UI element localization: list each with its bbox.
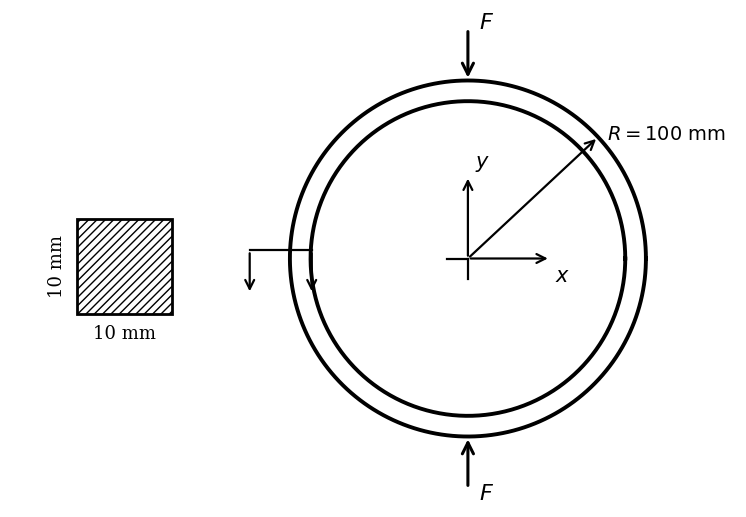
Text: 10 mm: 10 mm [48, 235, 66, 298]
Text: $y$: $y$ [475, 155, 490, 174]
Text: $x$: $x$ [554, 266, 570, 286]
Bar [78, 219, 172, 314]
Text: $F$: $F$ [480, 484, 495, 504]
Text: $F$: $F$ [480, 13, 495, 33]
Text: 10 mm: 10 mm [93, 325, 156, 343]
Text: $R=100$ mm: $R=100$ mm [607, 125, 727, 144]
